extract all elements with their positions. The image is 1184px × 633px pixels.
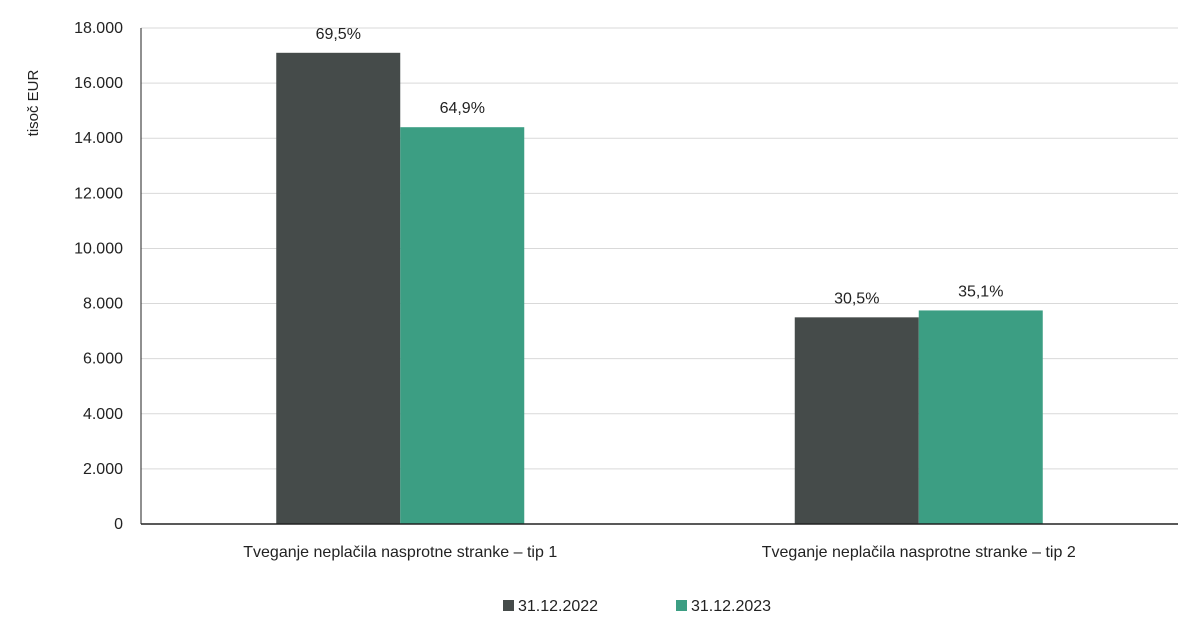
legend: 31.12.2022 31.12.2023 [503, 598, 771, 615]
y-tick-label: 4.000 [83, 406, 123, 423]
legend-label: 31.12.2023 [691, 598, 771, 615]
x-category-label: Tveganje neplačila nasprotne stranke – t… [243, 544, 557, 561]
x-axis-categories: Tveganje neplačila nasprotne stranke – t… [243, 544, 1076, 561]
y-tick-label: 10.000 [74, 240, 123, 257]
y-tick-label: 0 [114, 516, 123, 533]
y-axis-title: tisoč EUR [25, 69, 42, 136]
y-tick-label: 8.000 [83, 296, 123, 313]
data-label: 30,5% [834, 290, 879, 307]
bar [918, 310, 1043, 524]
bars [276, 52, 1043, 525]
data-label: 69,5% [316, 26, 361, 43]
y-tick-label: 18.000 [74, 20, 123, 37]
legend-swatch [676, 600, 687, 611]
y-axis-ticks: 0 2.000 4.000 6.000 8.000 10.000 12.000 14.000 1… [74, 20, 123, 533]
data-labels: 69,5% 64,9% 30,5% 35,1% [316, 26, 1004, 308]
legend-label: 31.12.2022 [518, 598, 598, 615]
bar [276, 52, 401, 525]
data-label: 35,1% [958, 283, 1003, 300]
bar [400, 127, 525, 524]
y-tick-label: 2.000 [83, 461, 123, 478]
legend-swatch [503, 600, 514, 611]
y-tick-label: 16.000 [74, 75, 123, 92]
data-label: 64,9% [440, 100, 485, 117]
y-tick-label: 6.000 [83, 351, 123, 368]
y-tick-label: 12.000 [74, 185, 123, 202]
y-tick-label: 14.000 [74, 130, 123, 147]
bar [794, 317, 919, 524]
x-category-label: Tveganje neplačila nasprotne stranke – t… [762, 544, 1076, 561]
